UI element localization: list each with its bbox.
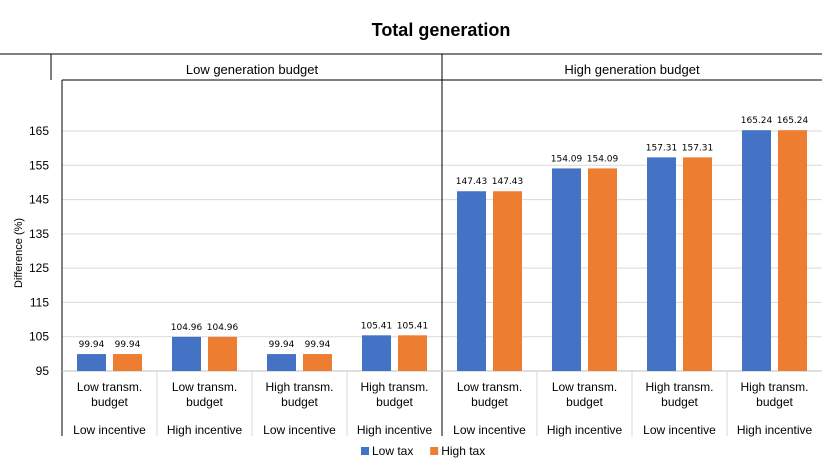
- category-label-line: High transm.: [645, 380, 713, 394]
- category-label-incentive: High incentive: [737, 423, 813, 437]
- category-label-line: Low transm.: [172, 380, 237, 394]
- category-label-transm: High transm. budget: [265, 380, 333, 409]
- legend-label: High tax: [441, 444, 485, 458]
- category-label-incentive: High incentive: [167, 423, 243, 437]
- category-label-incentive: High incentive: [357, 423, 433, 437]
- bar-high-tax: [493, 191, 522, 371]
- data-label: 147.43: [456, 177, 488, 187]
- category-label-transm: High transm. budget: [645, 380, 713, 409]
- data-label: 105.41: [397, 321, 429, 331]
- data-label: 99.94: [305, 340, 331, 350]
- data-label: 165.24: [777, 116, 809, 126]
- bar-high-tax: [208, 336, 237, 371]
- bar-low-tax: [457, 191, 486, 371]
- data-label: 104.96: [171, 323, 203, 333]
- bar-low-tax: [362, 335, 391, 371]
- y-tick-label: 135: [29, 227, 49, 241]
- data-label: 99.94: [269, 340, 295, 350]
- legend-swatch: [361, 447, 369, 455]
- y-tick-label: 95: [36, 364, 50, 378]
- category-label-transm: Low transm. budget: [172, 380, 237, 409]
- bar-high-tax: [778, 130, 807, 371]
- bar-high-tax: [303, 354, 332, 371]
- bar-low-tax: [647, 157, 676, 371]
- category-label-line: budget: [281, 395, 318, 409]
- data-label: 147.43: [492, 177, 524, 187]
- category-label-transm: Low transm. budget: [457, 380, 522, 409]
- category-label-incentive: Low incentive: [453, 423, 526, 437]
- category-label-transm: Low transm. budget: [77, 380, 142, 409]
- data-label: 154.09: [587, 154, 619, 164]
- category-label-line: High transm.: [265, 380, 333, 394]
- category-label-line: budget: [471, 395, 508, 409]
- y-tick-label: 155: [29, 158, 49, 172]
- data-label: 154.09: [551, 154, 583, 164]
- category-label-transm: Low transm. budget: [552, 380, 617, 409]
- category-label-incentive: Low incentive: [643, 423, 716, 437]
- y-tick-label: 105: [29, 330, 49, 344]
- category-label-transm: High transm. budget: [740, 380, 808, 409]
- category-label-line: budget: [756, 395, 793, 409]
- bar-low-tax: [552, 168, 581, 371]
- data-label: 105.41: [361, 321, 393, 331]
- category-label-line: budget: [376, 395, 413, 409]
- data-label: 104.96: [207, 323, 239, 333]
- bar-low-tax: [77, 354, 106, 371]
- category-label-line: budget: [566, 395, 603, 409]
- data-label: 99.94: [115, 340, 141, 350]
- y-axis-label: Difference (%): [13, 218, 25, 288]
- data-label: 157.31: [682, 143, 714, 153]
- group-header-label: Low generation budget: [186, 62, 319, 77]
- category-label-incentive: Low incentive: [73, 423, 146, 437]
- category-label-incentive: High incentive: [547, 423, 623, 437]
- y-tick-label: 165: [29, 124, 49, 138]
- bar-low-tax: [267, 354, 296, 371]
- group-header-label: High generation budget: [564, 62, 700, 77]
- bar-high-tax: [113, 354, 142, 371]
- legend-swatch: [430, 447, 439, 455]
- category-label-line: budget: [91, 395, 128, 409]
- data-label: 99.94: [79, 340, 105, 350]
- category-label-incentive: Low incentive: [263, 423, 336, 437]
- category-label-line: budget: [186, 395, 223, 409]
- y-tick-label: 145: [29, 193, 49, 207]
- bar-high-tax: [398, 335, 427, 371]
- category-label-line: High transm.: [360, 380, 428, 394]
- legend-label: Low tax: [372, 444, 413, 458]
- data-label: 165.24: [741, 116, 773, 126]
- chart-title: Total generation: [372, 20, 511, 40]
- bar-low-tax: [742, 130, 771, 371]
- bar-high-tax: [588, 168, 617, 371]
- category-label-transm: High transm. budget: [360, 380, 428, 409]
- data-label: 157.31: [646, 143, 678, 153]
- category-label-line: Low transm.: [457, 380, 522, 394]
- bar-low-tax: [172, 336, 201, 371]
- category-label-line: budget: [661, 395, 698, 409]
- category-label-line: High transm.: [740, 380, 808, 394]
- y-tick-label: 125: [29, 261, 49, 275]
- y-tick-label: 115: [30, 295, 49, 309]
- category-label-line: Low transm.: [77, 380, 142, 394]
- category-label-line: Low transm.: [552, 380, 617, 394]
- bar-high-tax: [683, 157, 712, 371]
